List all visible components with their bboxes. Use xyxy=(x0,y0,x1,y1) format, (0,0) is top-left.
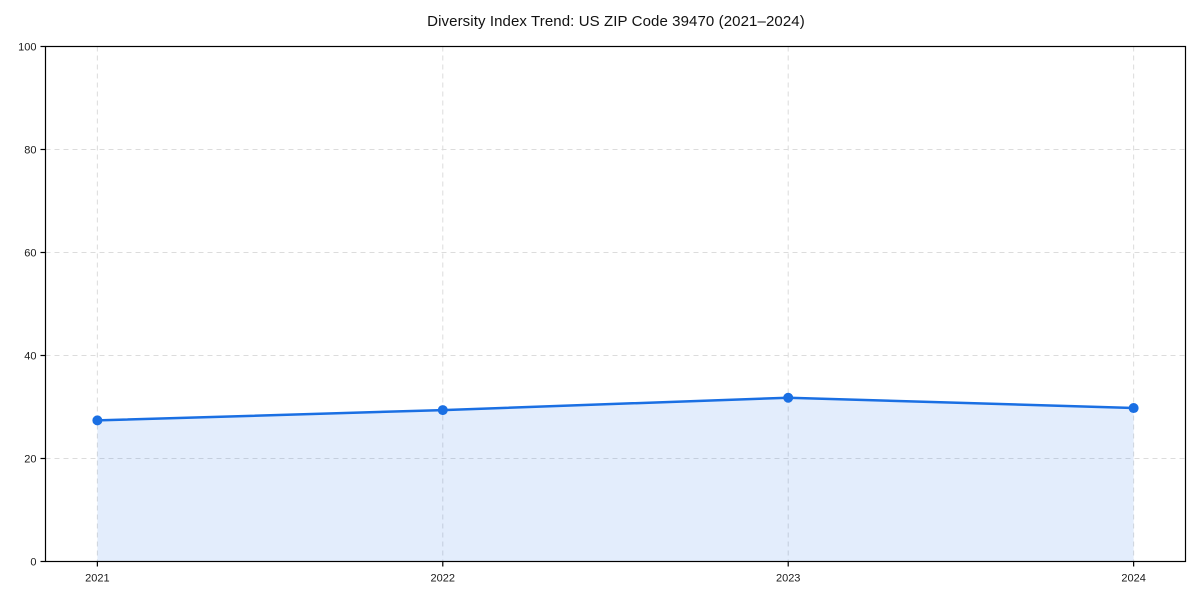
y-tick-label: 80 xyxy=(24,145,36,157)
data-point-marker xyxy=(437,405,448,416)
area-fill xyxy=(97,397,1134,562)
x-tick-label: 2021 xyxy=(85,573,109,585)
x-tick-label: 2024 xyxy=(1121,573,1145,585)
y-tick-label: 0 xyxy=(30,557,36,569)
x-tick-label: 2022 xyxy=(431,573,455,585)
chart-title: Diversity Index Trend: US ZIP Code 39470… xyxy=(427,13,805,30)
y-tick-label: 100 xyxy=(18,42,36,54)
y-tick-label: 40 xyxy=(24,351,36,363)
data-point-marker xyxy=(92,415,103,426)
x-tick-label: 2023 xyxy=(776,573,800,585)
y-tick-label: 20 xyxy=(24,454,36,466)
plot-border xyxy=(44,45,1187,563)
trend-line xyxy=(96,396,1135,422)
data-point-marker xyxy=(1128,403,1139,414)
y-tick-label: 60 xyxy=(24,248,36,260)
data-point-marker xyxy=(783,392,794,403)
